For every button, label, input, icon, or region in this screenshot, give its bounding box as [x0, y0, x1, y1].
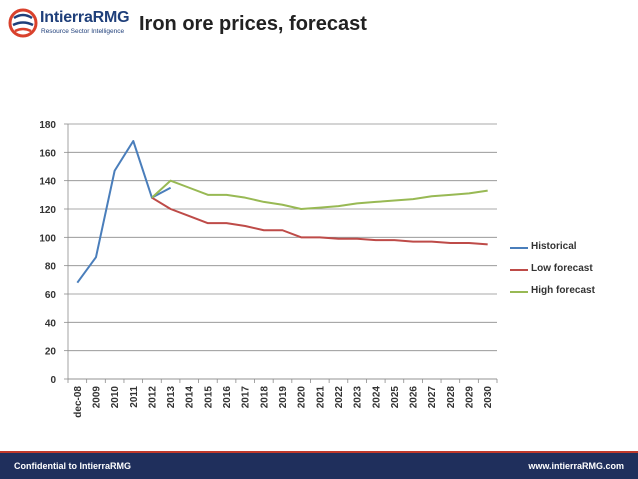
x-tick-label: 2020: [297, 386, 308, 409]
x-tick-label: 2028: [446, 386, 457, 409]
y-tick-label: 180: [39, 120, 56, 131]
x-tick-label: 2030: [483, 386, 494, 409]
x-tick-label: 2029: [465, 386, 476, 409]
footer-accent-line: [0, 451, 638, 453]
y-tick-label: 20: [45, 347, 57, 358]
x-tick-label: 2011: [129, 386, 140, 408]
page-title: Iron ore prices, forecast: [139, 13, 367, 35]
logo-tagline: Resource Sector Intelligence: [41, 28, 125, 35]
y-tick-label: 100: [39, 233, 56, 244]
y-tick-label: 140: [39, 177, 56, 188]
y-tick-label: 60: [45, 290, 57, 301]
logo-globe-icon: [8, 8, 38, 38]
x-tick-label: 2019: [278, 386, 289, 409]
legend-label: Low forecast: [531, 263, 593, 274]
x-tick-label: 2026: [409, 386, 420, 409]
series-line-historical: [76, 140, 172, 284]
legend-swatch: [510, 269, 528, 271]
x-tick-label: 2021: [315, 386, 326, 409]
legend-swatch: [510, 291, 528, 293]
footer-website: www.intierraRMG.com: [528, 461, 624, 471]
x-tick-label: 2009: [91, 386, 102, 409]
x-tick-label: 2015: [203, 386, 214, 409]
x-tick-label: 2025: [390, 386, 401, 409]
legend-swatch: [510, 247, 528, 249]
footer-confidential: Confidential to IntierraRMG: [14, 461, 131, 471]
x-tick-label: 2016: [222, 386, 233, 409]
x-tick-label: 2018: [259, 386, 270, 409]
line-chart: 0 20 40 60 80 100 120 140 160 180 dec-08 2009 2010 20…: [39, 120, 498, 418]
x-tick-label: 2027: [427, 386, 438, 409]
y-tick-label: 40: [45, 318, 57, 329]
x-tick-label: 2022: [334, 386, 345, 409]
legend-label: High forecast: [531, 285, 595, 296]
x-tick-label: 2012: [147, 386, 158, 409]
y-tick-label: 0: [50, 375, 56, 386]
x-tick-label: 2024: [371, 386, 382, 409]
series-line-high-forecast: [151, 179, 488, 210]
intierra-logo: IntierraRMG Resource Sector Intelligence: [8, 6, 130, 44]
y-tick-label: 160: [39, 148, 56, 159]
x-tick-label: dec-08: [73, 386, 84, 418]
legend-label: Historical: [531, 241, 577, 252]
logo-wordmark: IntierraRMG: [40, 9, 130, 26]
y-tick-label: 120: [39, 205, 56, 216]
x-tick-label: 2023: [353, 386, 364, 409]
x-tick-label: 2017: [241, 386, 252, 409]
x-tick-label: 2010: [110, 386, 121, 409]
footer-bar: Confidential to IntierraRMG www.intierra…: [0, 453, 638, 479]
series-line-low-forecast: [151, 196, 488, 246]
x-tick-label: 2013: [166, 386, 177, 409]
x-tick-label: 2014: [185, 386, 196, 409]
y-tick-label: 80: [45, 262, 57, 273]
